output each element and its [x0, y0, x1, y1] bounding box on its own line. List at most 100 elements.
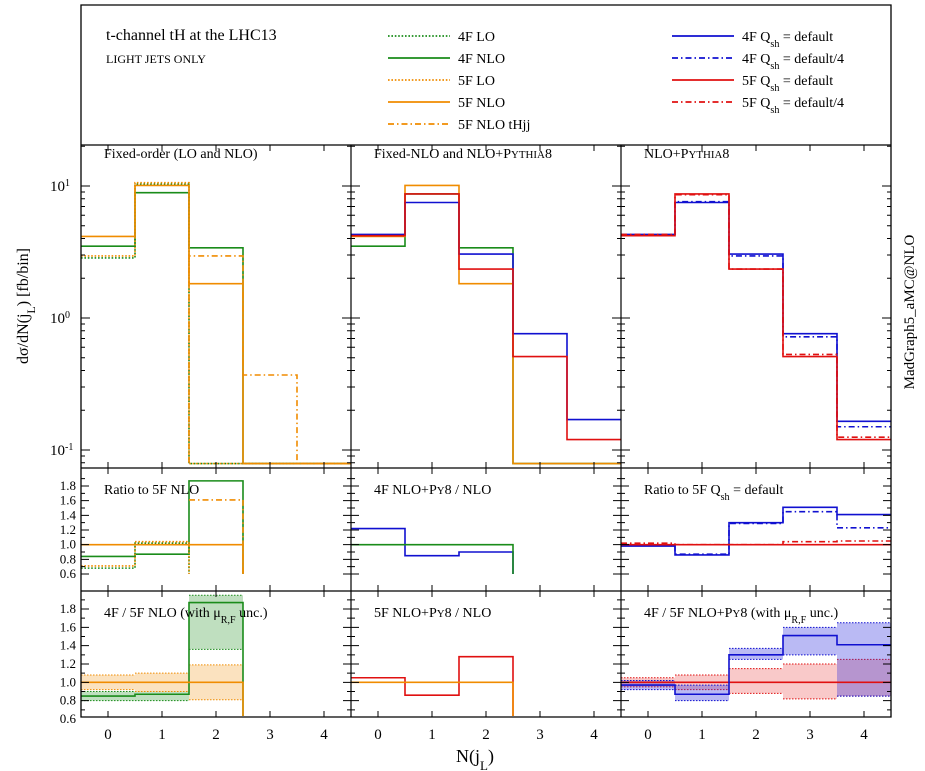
- r2-panel-3-band-edge-1-bin-0: [621, 680, 675, 691]
- legend-left: 4F LO 4F NLO 5F LO 5F NLO 5F NLO tHjj: [388, 30, 530, 133]
- main-panel-1-series-1: [81, 191, 351, 465]
- panel-frames: [80, 4, 892, 718]
- xtick-label-p1-1: 1: [158, 727, 166, 743]
- side-label: MadGraph5_aMC@NLO: [902, 235, 918, 390]
- axis-ticks: [81, 145, 891, 717]
- xtick-label-p3-3: 3: [806, 727, 814, 743]
- r2-panel-3-band-edge-1-bin-4: [837, 622, 891, 697]
- r2-panel-3-band-edge-0-bin-2: [729, 668, 783, 694]
- r2-panel-1-series-1: [81, 681, 244, 716]
- r2-panel-1-band-0-bin-2: [189, 595, 243, 650]
- xtick-label-p1-3: 3: [266, 727, 274, 743]
- r2-panel-2-series-1: [351, 681, 514, 716]
- figure-subtitle: LIGHT JETS ONLY: [106, 52, 206, 66]
- r2-ytick-label-6: 1.8: [60, 601, 76, 616]
- r2-ytick-label-0: 0.6: [60, 711, 77, 726]
- r2-panel-3-band-edge-0-bin-1: [675, 674, 729, 691]
- r2-panel-3-band-0-bin-3: [783, 664, 837, 699]
- xtick-label-p3-2: 2: [752, 727, 760, 743]
- main-ytick-label-1: 100: [50, 310, 70, 328]
- histogram-lines: [81, 181, 891, 716]
- main-panel-3-series-3: [621, 193, 891, 439]
- r2-panel-2-series-0: [351, 655, 514, 716]
- r2-panel-3-title: 4F / 5F NLO+PY8 (with μR,F unc.): [644, 606, 838, 626]
- legend-right-label-1: 4F Qsh = default/4: [742, 52, 844, 72]
- r1-panel-1-series-2: [81, 540, 190, 574]
- r1-panel-3-series-3: [621, 540, 891, 546]
- r2-panel-3-band-edge-0-bin-0: [621, 677, 675, 688]
- legend-left-label-1: 4F NLO: [458, 52, 505, 67]
- legend-right-label-3: 5F Qsh = default/4: [742, 96, 844, 116]
- r1-panel-3-series-0: [621, 506, 891, 556]
- main-panel-3-title: NLO+PYTHIA8: [644, 147, 729, 162]
- legend-left-label-2: 5F LO: [458, 74, 495, 89]
- legend-left-label-3: 5F NLO: [458, 96, 505, 111]
- r1-panel-3-title: Ratio to 5F Qsh = default: [644, 483, 783, 503]
- r1-panel-1-series-3: [189, 499, 244, 574]
- r2-panel-2-title: 5F NLO+PY8 / NLO: [374, 606, 491, 621]
- r2-panel-3-band-edge-1-bin-2: [729, 647, 783, 660]
- r1-ytick-label-1: 0.8: [60, 551, 76, 566]
- main-panel-1-title: Fixed-order (LO and NLO): [104, 147, 258, 162]
- r2-panel-3-band-1-bin-1: [675, 685, 729, 701]
- r1-ytick-label-0: 0.6: [60, 566, 77, 581]
- r1-ytick-label-3: 1.2: [60, 522, 76, 537]
- legend-left-label-0: 4F LO: [458, 30, 495, 45]
- xtick-label-p2-1: 1: [428, 727, 436, 743]
- r1-panel-1-series-1: [81, 480, 244, 574]
- r1-ytick-label-4: 1.4: [60, 507, 77, 522]
- main-panel-1-series-4: [81, 184, 351, 465]
- r2-panel-3-band-0-bin-4: [837, 659, 891, 697]
- r2-panel-3-band-0-bin-2: [729, 668, 783, 694]
- main-panel-1-series-0: [81, 183, 351, 465]
- r2-panel-3-band-edge-1-bin-1: [675, 684, 729, 702]
- r2-panel-1-band-edge-1-bin-2: [189, 664, 243, 701]
- xtick-label-p3-1: 1: [698, 727, 706, 743]
- legend-left-label-4: 5F NLO tHjj: [458, 118, 530, 133]
- r2-panel-3-band-1-bin-3: [783, 627, 837, 655]
- main-panel-2-series-3: [351, 193, 621, 441]
- main-panel-1-series-2: [81, 181, 351, 465]
- r2-ytick-label-5: 1.6: [60, 619, 77, 634]
- r2-panel-3-band-1-bin-4: [837, 622, 891, 697]
- r1-panel-2-title: 4F NLO+PY8 / NLO: [374, 483, 491, 498]
- axis-and-panel-text: Fixed-order (LO and NLO) Fixed-NLO and NL…: [15, 147, 918, 771]
- r1-panel-2-series-1: [351, 543, 514, 574]
- r2-ytick-label-4: 1.4: [60, 638, 77, 653]
- r2-panel-1-band-edge-1-bin-1: [135, 672, 189, 692]
- r1-panel-2-series-0: [351, 527, 514, 574]
- r2-panel-1-band-edge-0-bin-0: [81, 691, 135, 702]
- main-ytick-label-0: 10-1: [50, 442, 73, 460]
- r1-ytick-label-5: 1.6: [60, 493, 77, 508]
- r2-panel-1-title: 4F / 5F NLO (with μR,F unc.): [104, 606, 268, 626]
- xtick-label-p1-2: 2: [212, 727, 220, 743]
- r2-panel-3-band-edge-0-bin-3: [783, 663, 837, 700]
- main-panel-3-series-2: [621, 193, 891, 441]
- r1-ytick-label-6: 1.8: [60, 478, 76, 493]
- main-ytick-label-2: 101: [50, 178, 70, 196]
- figure-title: t-channel tH at the LHC13: [106, 27, 277, 44]
- r1-panel-3-series-1: [621, 510, 891, 555]
- frame-line-0: [80, 4, 892, 718]
- xtick-label-p2-4: 4: [590, 727, 598, 743]
- r2-panel-3-series-1: [621, 634, 891, 696]
- r2-panel-1-band-edge-1-bin-0: [81, 674, 135, 691]
- xtick-label-p1-0: 0: [104, 727, 112, 743]
- r2-panel-3-band-1-bin-2: [729, 648, 783, 660]
- r2-ytick-label-3: 1.2: [60, 656, 76, 671]
- xtick-label-p2-0: 0: [374, 727, 382, 743]
- r2-panel-3-band-edge-1-bin-3: [783, 626, 837, 656]
- xtick-label-p2-2: 2: [482, 727, 490, 743]
- legend-right-label-0: 4F Qsh = default: [742, 30, 833, 50]
- r1-panel-1-title: Ratio to 5F NLO: [104, 483, 199, 498]
- xtick-label-p2-3: 3: [536, 727, 544, 743]
- xtick-label-p1-4: 4: [320, 727, 328, 743]
- r2-ytick-label-2: 1.0: [60, 674, 76, 689]
- xtick-label-p3-0: 0: [644, 727, 652, 743]
- r1-panel-1-series-4: [81, 543, 244, 574]
- xtick-label-p3-4: 4: [860, 727, 868, 743]
- r2-panel-1-series-0: [81, 601, 244, 716]
- legend-right-label-2: 5F Qsh = default: [742, 74, 833, 94]
